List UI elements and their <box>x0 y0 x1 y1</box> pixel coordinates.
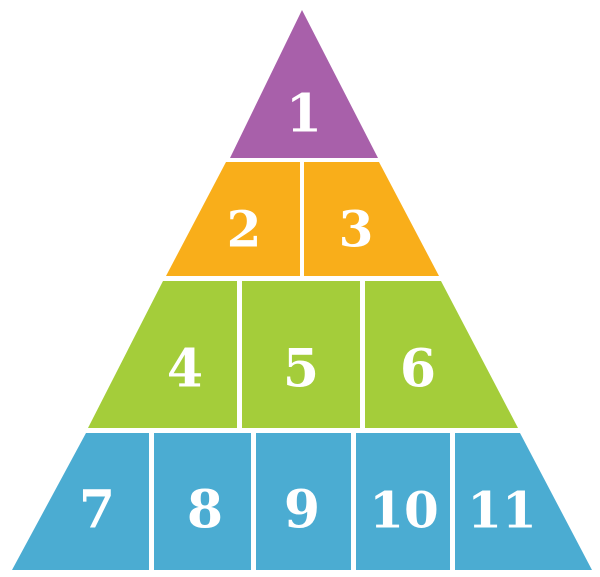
pyramid-cell-6 <box>365 281 518 428</box>
cell-label-8: 8 <box>187 480 223 541</box>
cell-label-7: 7 <box>79 480 115 541</box>
pyramid-row-3: 4 5 6 <box>88 281 518 428</box>
pyramid-cell-10 <box>356 433 450 570</box>
pyramid-cell-8 <box>154 433 251 570</box>
pyramid-row-2: 2 3 <box>166 162 439 276</box>
pyramid-cell-2 <box>166 162 300 276</box>
cell-label-2: 2 <box>227 200 262 259</box>
pyramid-cell-1 <box>230 10 378 158</box>
pyramid-cell-9 <box>256 433 351 570</box>
cell-label-5: 5 <box>283 339 319 400</box>
cell-label-10: 10 <box>369 481 439 540</box>
cell-label-11: 11 <box>467 481 537 540</box>
pyramid-cell-7 <box>12 433 149 570</box>
cell-label-4: 4 <box>167 339 203 400</box>
cell-label-6: 6 <box>400 339 436 400</box>
cell-label-9: 9 <box>284 480 320 541</box>
pyramid-cell-3 <box>304 162 439 276</box>
pyramid-row-4: 7 8 9 10 11 <box>12 433 592 570</box>
pyramid-cell-4 <box>88 281 237 428</box>
pyramid-cell-11 <box>455 433 592 570</box>
pyramid-row-1: 1 <box>230 10 378 158</box>
cell-label-1: 1 <box>286 84 322 145</box>
cell-label-3: 3 <box>339 200 374 259</box>
pyramid-cell-5 <box>242 281 360 428</box>
